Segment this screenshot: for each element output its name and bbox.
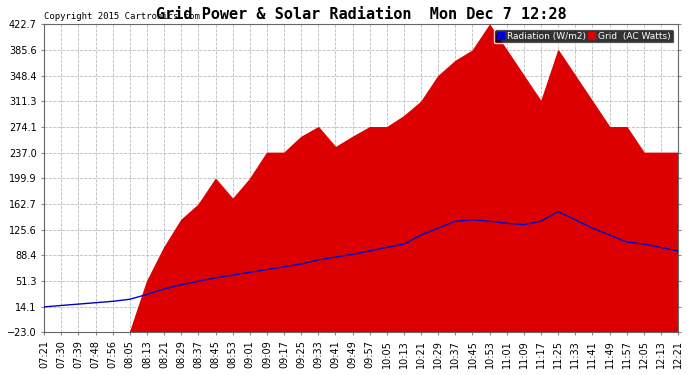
Text: Copyright 2015 Cartronics.com: Copyright 2015 Cartronics.com: [44, 12, 200, 21]
Title: Grid Power & Solar Radiation  Mon Dec 7 12:28: Grid Power & Solar Radiation Mon Dec 7 1…: [156, 7, 566, 22]
Legend: Radiation (W/m2), Grid  (AC Watts): Radiation (W/m2), Grid (AC Watts): [494, 29, 673, 44]
